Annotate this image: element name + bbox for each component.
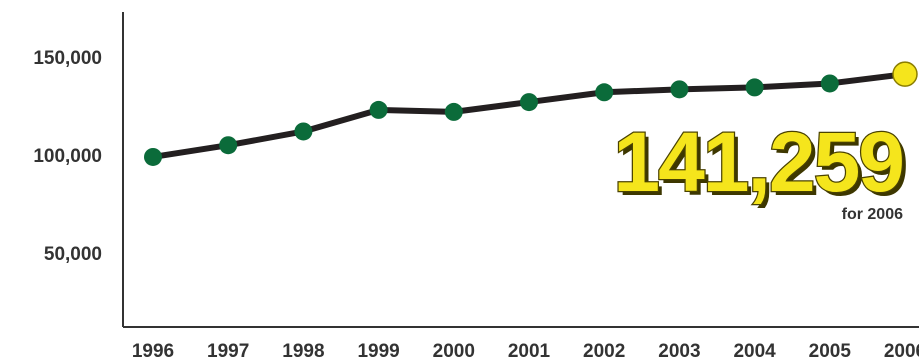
data-point	[144, 147, 162, 166]
x-tick-label: 1996	[132, 341, 174, 362]
highlight-caption: for 2006	[842, 206, 903, 223]
x-tick-label: 1999	[357, 341, 399, 362]
data-point	[670, 80, 689, 99]
x-tick-label: 2006	[884, 341, 919, 362]
x-tick-label: 2003	[658, 341, 700, 362]
data-point	[520, 93, 538, 112]
data-point	[219, 136, 238, 155]
chart-axes	[122, 12, 919, 328]
x-tick-label: 2005	[809, 341, 852, 362]
x-tick-label: 2001	[508, 341, 551, 362]
data-point-markers	[144, 61, 918, 166]
y-tick-labels: 50,000 100,000 150,000	[33, 48, 102, 265]
data-point	[820, 74, 839, 93]
x-tick-label: 2002	[583, 341, 625, 362]
y-tick-label: 50,000	[44, 244, 102, 265]
x-tick-labels: 1996 1997 1998 1999 2000 2001 2002 2003 2004 2005…	[132, 341, 919, 362]
data-point	[444, 102, 463, 121]
y-tick-label: 150,000	[33, 48, 102, 69]
highlight-value: 141,259	[613, 115, 903, 209]
highlight-value-shadow: 141,259	[617, 119, 907, 213]
data-point	[595, 83, 614, 102]
data-point	[745, 78, 764, 97]
data-point	[294, 122, 313, 141]
highlight-annotation: 141,259 141,259 for 2006	[612, 114, 909, 223]
highlight-data-point	[892, 61, 918, 87]
y-tick-label: 100,000	[33, 146, 102, 167]
x-tick-label: 2000	[433, 341, 475, 362]
data-point	[369, 100, 388, 119]
x-tick-label: 1998	[282, 341, 324, 362]
x-tick-label: 2004	[733, 341, 776, 362]
x-tick-label: 1997	[207, 341, 249, 362]
